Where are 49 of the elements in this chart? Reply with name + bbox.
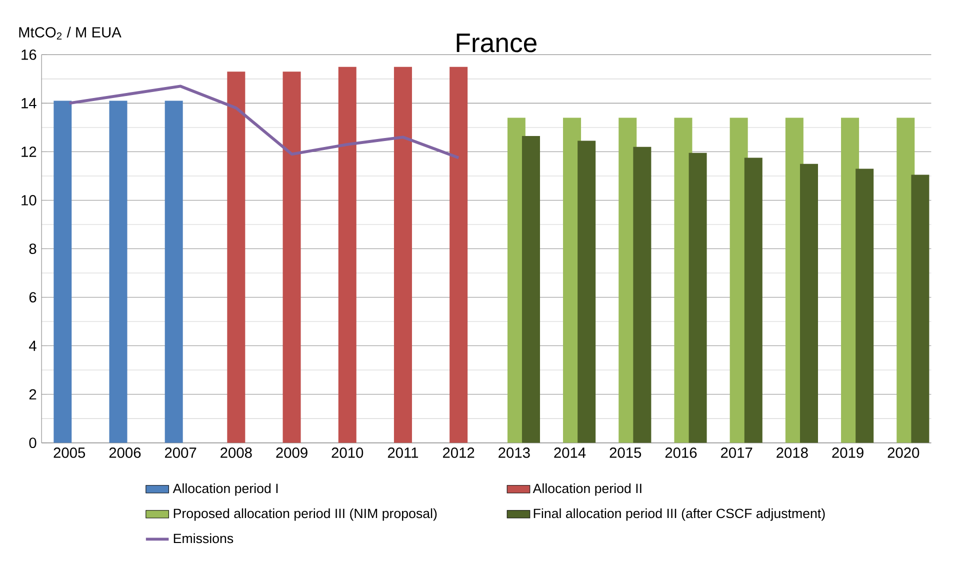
x-tick-label: 2017 xyxy=(721,448,752,458)
x-tick-label: 2020 xyxy=(888,448,920,458)
bar xyxy=(578,140,596,443)
line-series xyxy=(68,84,460,160)
bar xyxy=(282,72,301,443)
bar xyxy=(633,146,652,443)
bar xyxy=(744,158,762,443)
y-tick-label: 0 xyxy=(29,438,36,448)
x-tick-label: 2005 xyxy=(54,448,86,458)
bar xyxy=(164,100,183,443)
bar xyxy=(856,168,874,443)
x-tick-label: 2007 xyxy=(164,448,196,458)
x-tick-label: 2011 xyxy=(388,448,418,458)
legend-label: Proposed allocation period III (NIM proposal) xyxy=(174,508,437,521)
x-tick-label: 2018 xyxy=(776,448,808,458)
x-tick-label: 2019 xyxy=(832,448,864,458)
bar xyxy=(800,164,818,443)
y-tick-label: 2 xyxy=(29,389,36,400)
chart-title: France xyxy=(456,34,536,52)
x-tick-label: 2014 xyxy=(554,448,586,458)
y-axis-title: MtCO$_{2}$ / M EUA xyxy=(19,26,122,40)
y-tick-label: 16 xyxy=(22,50,36,60)
x-tick-label: 2008 xyxy=(220,448,252,458)
bar xyxy=(227,72,246,443)
legend-label: Allocation period I xyxy=(172,483,278,496)
x-tick-label: 2016 xyxy=(665,448,697,458)
bar xyxy=(109,100,128,443)
x-tick-label: 2012 xyxy=(442,448,474,458)
bar xyxy=(911,174,930,443)
y-tick-label: 6 xyxy=(29,292,36,303)
bar xyxy=(338,66,356,443)
y-tick-label: 14 xyxy=(22,98,36,108)
x-tick-label: 2013 xyxy=(498,448,530,458)
y-tick-label: 8 xyxy=(29,244,36,254)
x-tick-label: 2010 xyxy=(332,448,364,458)
bar xyxy=(54,100,72,443)
x-tick-label: 2015 xyxy=(610,448,642,458)
legend-label: Emissions xyxy=(174,533,234,544)
bar xyxy=(522,136,540,443)
y-tick-label: 4 xyxy=(29,340,36,351)
x-tick-label: 2009 xyxy=(276,448,308,458)
x-tick-label: 2006 xyxy=(109,448,141,458)
bar xyxy=(394,66,412,443)
legend-label: Allocation period II xyxy=(532,483,642,496)
bar xyxy=(450,66,468,443)
y-tick-label: 12 xyxy=(22,146,36,157)
y-tick-label: 10 xyxy=(22,195,36,206)
legend-label: Final allocation period III (after CSCF adjustment) xyxy=(534,508,825,521)
bar xyxy=(688,152,707,443)
